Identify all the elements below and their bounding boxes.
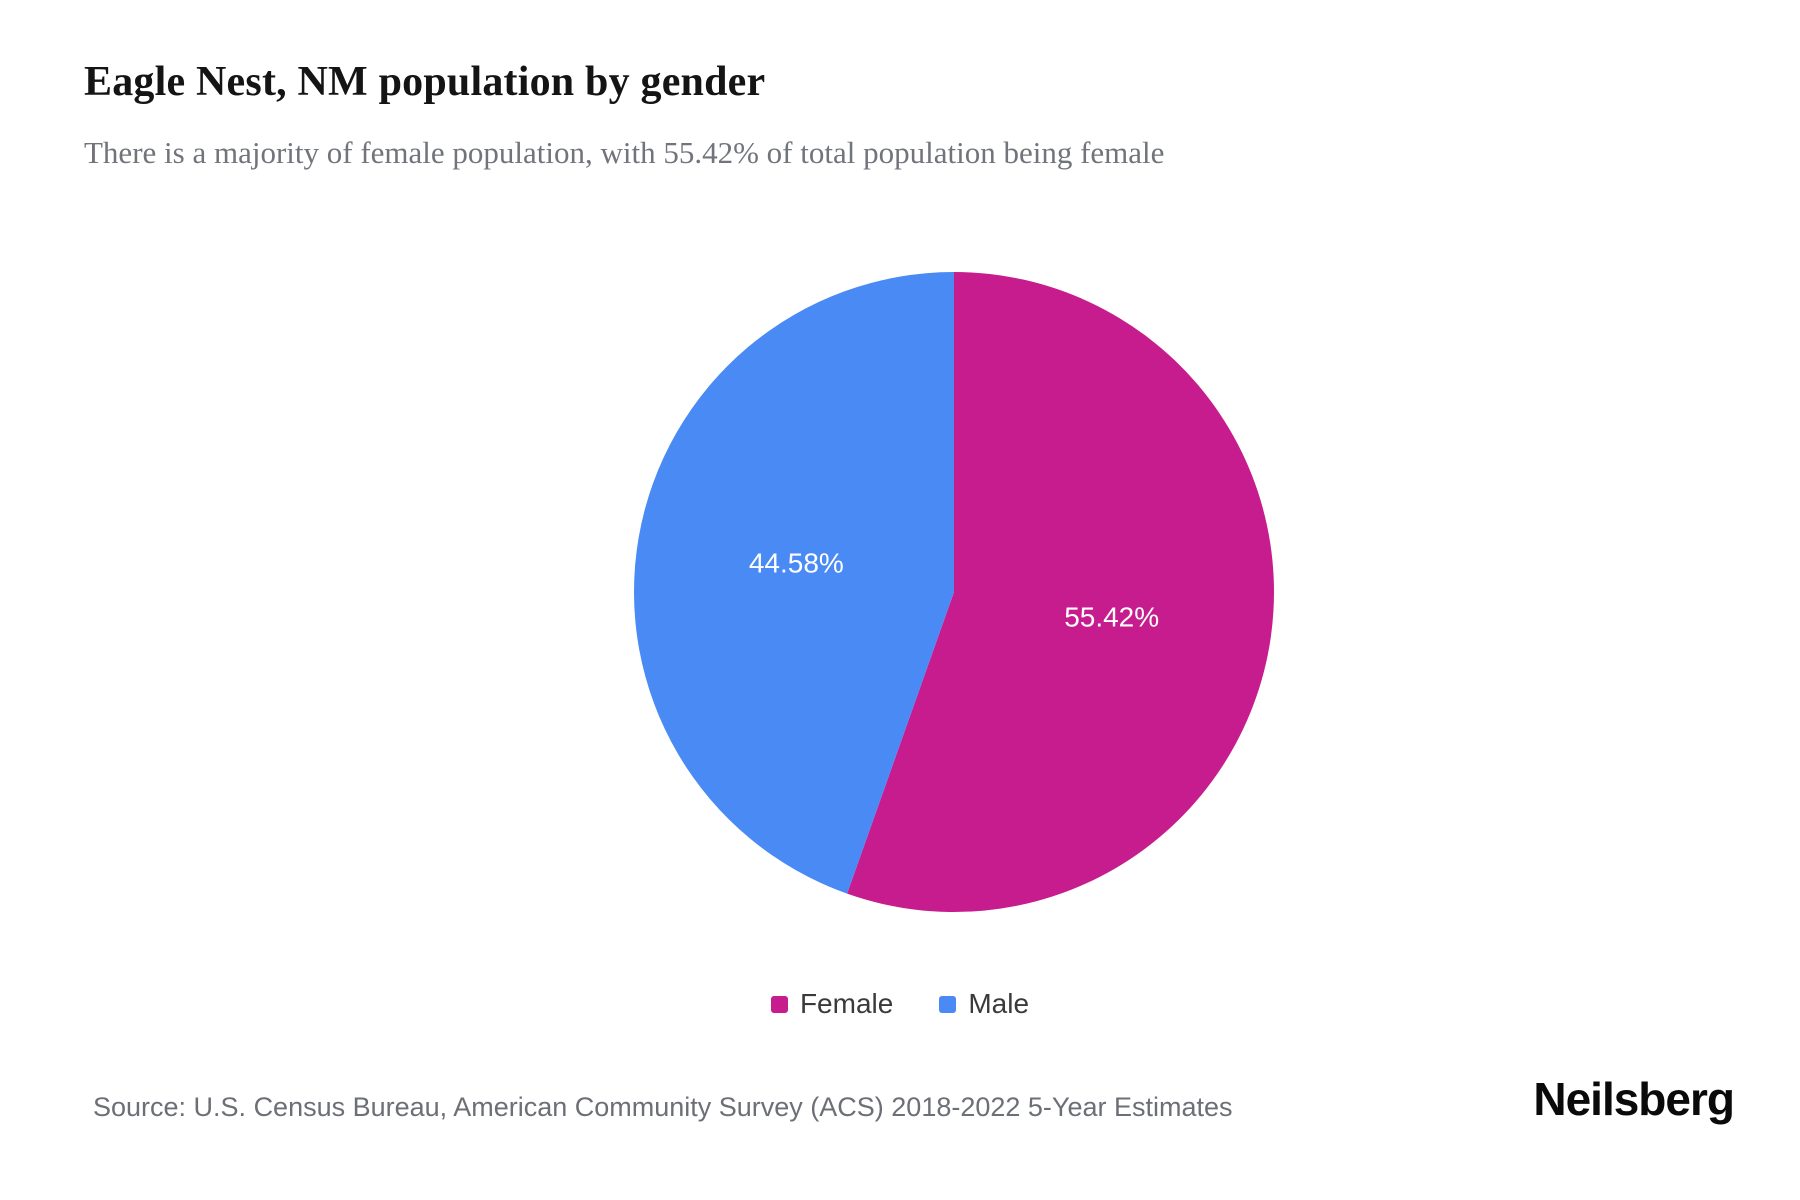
legend-swatch-male bbox=[939, 995, 957, 1013]
legend-label-female: Female bbox=[799, 988, 894, 1019]
pie-slice-female[interactable] bbox=[847, 272, 1274, 913]
slice-label-female: 55.42% bbox=[1064, 602, 1159, 633]
legend-swatch-female bbox=[770, 995, 788, 1013]
brand-logo: Neilsberg bbox=[1533, 1073, 1735, 1125]
legend-label-male: Male bbox=[968, 988, 1030, 1019]
legend-item-male[interactable]: Male bbox=[939, 988, 1029, 1020]
legend: Female Male bbox=[0, 988, 1800, 1020]
legend-item-female[interactable]: Female bbox=[770, 988, 894, 1020]
slice-label-male: 44.58% bbox=[749, 547, 844, 578]
chart-subtitle: There is a majority of female population… bbox=[84, 135, 1165, 170]
chart-title: Eagle Nest, NM population by gender bbox=[84, 59, 766, 105]
source-note: Source: U.S. Census Bureau, American Com… bbox=[93, 1092, 1233, 1122]
pie-slice-male[interactable] bbox=[633, 272, 954, 894]
